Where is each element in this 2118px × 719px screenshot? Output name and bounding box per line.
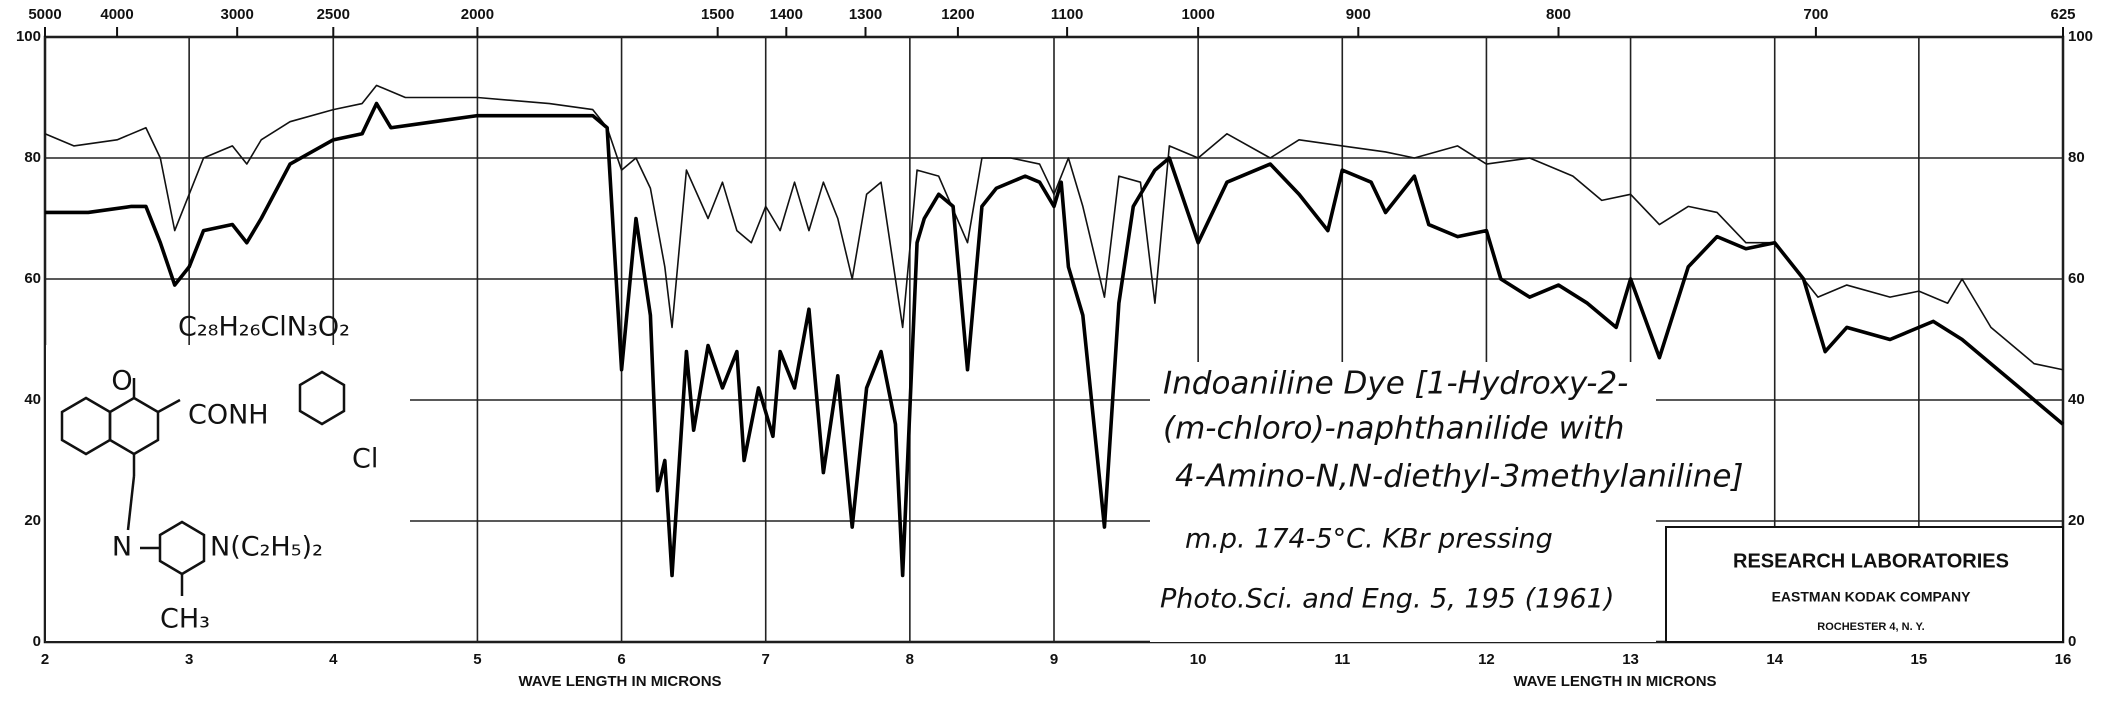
y-tick-label: 80 [24, 149, 41, 166]
y-tick-label: 20 [24, 512, 41, 529]
maker: RESEARCH LABORATORIES [1733, 550, 2009, 572]
x-tick-label: 15 [1911, 651, 1928, 668]
x-tick-label: 2 [41, 651, 49, 668]
y-tick-label-right: 80 [2068, 149, 2085, 166]
structure-label: Cl [352, 444, 378, 475]
note: (m-chloro)-naphthanilide with [1163, 411, 1624, 447]
x2-tick-label: 1200 [941, 6, 974, 23]
y-tick-label-right: 20 [2068, 512, 2085, 529]
spectrum-line [45, 101, 2065, 578]
x-tick-label: 4 [329, 651, 338, 668]
x2-tick-label: 900 [1346, 6, 1371, 23]
x-tick-label: 13 [1622, 651, 1639, 668]
notes-panel [1150, 362, 1656, 642]
y-tick-label: 0 [33, 633, 41, 650]
x2-tick-label: 800 [1546, 6, 1571, 23]
x2-tick-label: 1400 [770, 6, 803, 23]
x2-tick-label: 1500 [701, 6, 734, 23]
y-tick-label-right: 40 [2068, 391, 2085, 408]
x-tick-label: 7 [762, 651, 770, 668]
maker: ROCHESTER 4, N. Y. [1817, 621, 1924, 633]
x2-tick-label: 625 [2050, 6, 2075, 23]
x-tick-label: 10 [1190, 651, 1207, 668]
x-tick-label: 11 [1334, 651, 1350, 668]
note: m.p. 174-5°C. KBr pressing [1185, 524, 1553, 555]
structure-label: CONH [188, 400, 269, 431]
y-tick-label: 40 [24, 391, 41, 408]
x-tick-label: 6 [617, 651, 625, 668]
structure-label: N(C₂H₅)₂ [210, 532, 323, 563]
maker-box [1665, 526, 2064, 643]
y-tick-label-right: 100 [2068, 28, 2093, 45]
x2-tick-label: 1100 [1051, 6, 1084, 23]
y-tick-label: 60 [24, 270, 41, 287]
structure-label: N [112, 532, 132, 563]
note: 4-Amino-N,N-diethyl-3methylaniline] [1175, 459, 1744, 495]
structure-label: O [111, 366, 132, 397]
y-tick-label-right: 60 [2068, 270, 2085, 287]
x2-tick-label: 1000 [1181, 6, 1214, 23]
x-axis-label: WAVE LENGTH IN MICRONS [518, 673, 721, 690]
x-tick-label: 5 [473, 651, 481, 668]
formula: C₂₈H₂₆ClN₃O₂ [178, 312, 350, 343]
y-tick-label: 100 [16, 28, 41, 45]
x-tick-label: 12 [1478, 651, 1495, 668]
structure-drawing [60, 370, 346, 596]
x-tick-label: 14 [1766, 651, 1783, 668]
x2-tick-label: 3000 [221, 6, 254, 23]
structure-panel [46, 345, 410, 641]
x2-tick-label: 4000 [100, 6, 133, 23]
maker: EASTMAN KODAK COMPANY [1772, 589, 1972, 605]
y-tick-label-right: 0 [2068, 633, 2076, 650]
x-tick-label: 9 [1050, 651, 1058, 668]
x-tick-label: 8 [906, 651, 914, 668]
x2-tick-label: 5000 [28, 6, 61, 23]
x2-tick-label: 2500 [317, 6, 350, 23]
x2-tick-label: 2000 [461, 6, 494, 23]
x2-tick-label: 700 [1803, 6, 1828, 23]
x-axis-label: WAVE LENGTH IN MICRONS [1513, 673, 1716, 690]
note: Photo.Sci. and Eng. 5, 195 (1961) [1160, 584, 1614, 615]
spectrum-line [44, 84, 2064, 371]
x-tick-label: 16 [2055, 651, 2072, 668]
x-tick-label: 3 [185, 651, 193, 668]
structure-label: CH₃ [160, 604, 210, 635]
line-layer [44, 84, 2065, 578]
x2-tick-label: 1300 [849, 6, 882, 23]
note: Indoaniline Dye [1-Hydroxy-2- [1163, 366, 1628, 402]
